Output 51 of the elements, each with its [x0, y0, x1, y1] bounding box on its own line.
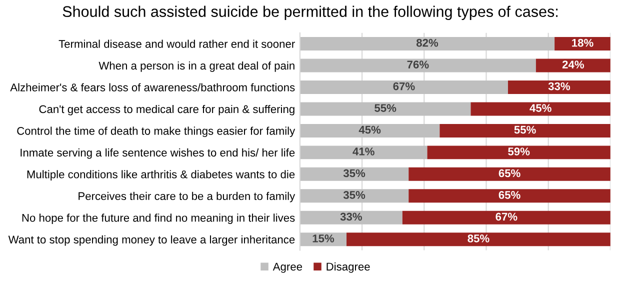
bar	[440, 124, 610, 138]
bar	[300, 80, 508, 94]
bar	[300, 124, 440, 138]
data-label: 76%	[407, 60, 429, 68]
y-tick-label: No hope for the future and find no meaning in their lives	[22, 214, 295, 224]
legend-label: Agree	[272, 262, 302, 273]
data-label: 59%	[508, 148, 530, 156]
y-tick-label: Can't get access to medical care for pain & suffering	[39, 104, 294, 116]
bar	[300, 37, 555, 50]
data-label: 41%	[352, 148, 374, 156]
data-label: 15%	[312, 234, 334, 242]
data-label: 18%	[572, 38, 594, 47]
bar	[402, 210, 610, 224]
data-label: 45%	[358, 126, 381, 134]
y-tick-label: Control the time of death to make things easier for family	[17, 126, 296, 138]
bar	[300, 58, 536, 72]
y-tick-label: Terminal disease and would rather end it sooner	[58, 40, 295, 48]
y-tick-label: Alzheimer's & fears loss of awareness/bathroom functions	[10, 83, 295, 92]
bar	[554, 37, 610, 50]
data-label: 33%	[340, 212, 362, 221]
data-label: 55%	[514, 126, 536, 134]
data-label: 45%	[530, 104, 552, 112]
bar	[408, 189, 610, 203]
y-tick-label: Multiple conditions like arthritis & diabetes wants to die	[27, 170, 295, 181]
bar	[300, 189, 409, 203]
legend-label: Disagree	[326, 262, 370, 273]
bar	[300, 102, 471, 116]
data-label: 67%	[496, 212, 518, 221]
bar	[300, 210, 402, 224]
data-label: 65%	[498, 191, 520, 199]
bar	[346, 232, 610, 246]
bar	[508, 80, 610, 94]
data-label: 35%	[343, 169, 366, 178]
y-tick-label: When a person is in a great deal of pain	[98, 61, 294, 72]
data-label: 24%	[562, 60, 584, 68]
data-label: 85%	[468, 234, 490, 242]
data-label: 33%	[548, 82, 570, 90]
bar	[408, 167, 610, 181]
data-label: 55%	[374, 104, 396, 112]
y-tick-label: Want to stop spending money to leave a larger inheritance	[8, 235, 295, 246]
data-label: 82%	[416, 38, 438, 47]
data-label: 35%	[343, 191, 366, 199]
y-tick-label: Perceives their care to be a burden to family	[78, 192, 296, 202]
bar	[427, 146, 610, 160]
bar	[300, 146, 428, 160]
y-tick-label: Inmate serving a life sentence wishes to end his/ her life	[20, 148, 295, 159]
data-label: 67%	[393, 82, 415, 90]
data-label: 65%	[498, 169, 520, 178]
chart-title: Should such assisted suicide be permitted in the following types of cases:	[62, 6, 558, 20]
bar	[300, 167, 409, 181]
bar	[470, 102, 610, 116]
